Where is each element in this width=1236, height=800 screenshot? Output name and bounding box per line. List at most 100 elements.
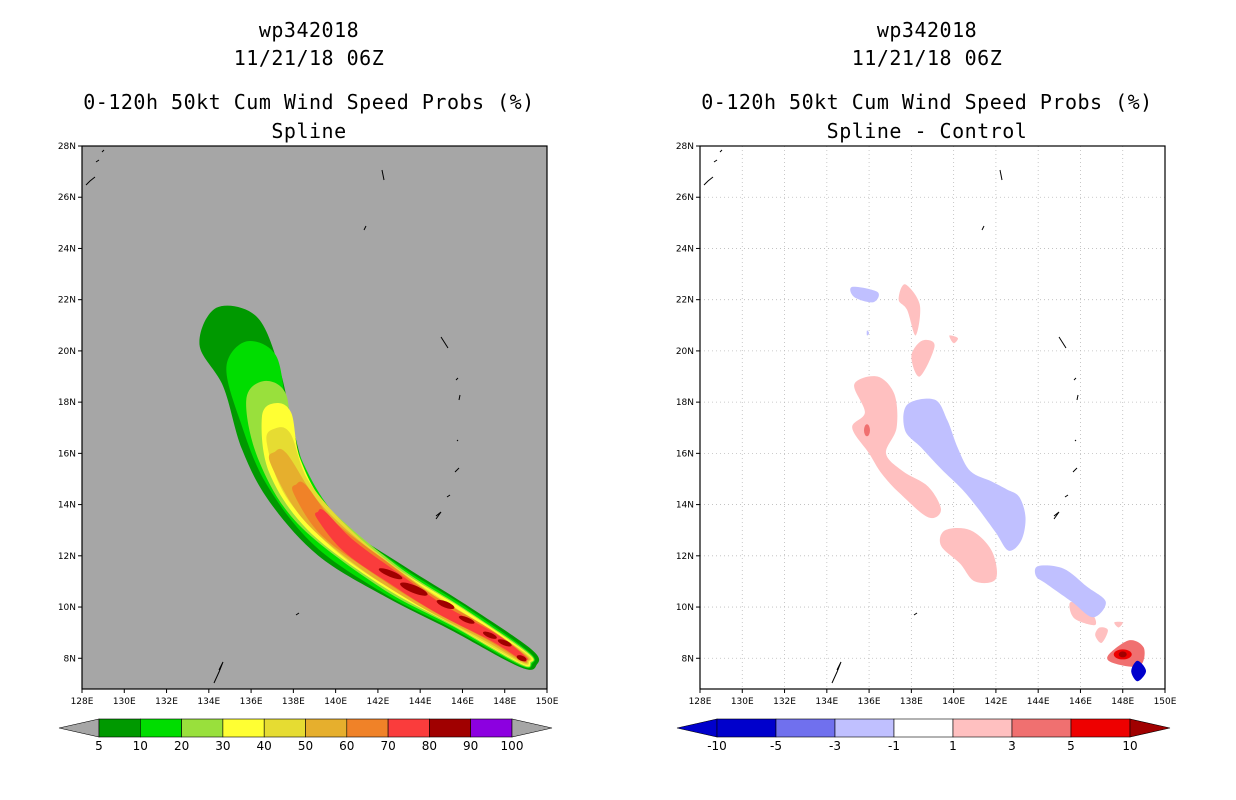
island-outline [101,149,105,153]
right-peak-marker [863,424,870,437]
right-x-tick-label: 146E [1069,697,1092,707]
left-contour-80-blob [436,599,455,610]
left-map-background [82,146,547,689]
left-contour-80-blob [483,631,497,639]
left-title-product: 0-120h 50kt Cum Wind Speed Probs (%) [83,90,535,114]
left-colorbar-swatch [263,718,306,738]
left-x-tick-label: 132E [155,697,178,707]
right-negative-region [866,330,870,336]
right-y-tick-label: 10N [676,603,694,613]
left-colorbar-label: 40 [257,739,272,753]
left-colorbar-swatch [98,718,141,738]
right-title-storm: wp342018 [876,18,978,42]
left-colorbar-label: 10 [133,739,148,753]
right-negative-region [850,286,879,303]
right-colorbar-end-low [676,718,718,738]
right-y-tick-label: 28N [676,142,694,152]
right-x-tick-label: 134E [815,697,838,707]
left-x-tick-label: 134E [197,697,220,707]
left-y-tick-label: 8N [64,654,76,664]
island-outline [440,336,449,349]
left-colorbar-label: 90 [463,739,478,753]
right-positive-region [1114,621,1123,628]
left-colorbar-swatch [222,718,265,738]
right-positive-region [1095,627,1108,643]
left-colorbar-swatch [181,718,224,738]
left-colorbar-swatch [346,718,389,738]
island-outline [999,169,1003,181]
right-negative-region [1034,565,1106,618]
island-outline [1058,336,1067,349]
left-colorbar-label: 20 [174,739,189,753]
right-x-tick-label: 132E [773,697,796,707]
left-x-tick-label: 130E [113,697,136,707]
right-colorbar-label: 10 [1122,739,1137,753]
left-y-tick-label: 12N [58,552,76,562]
left-islands [85,149,461,684]
right-colorbar-label: 5 [1067,739,1075,753]
left-colorbar-swatch [387,718,430,738]
island-outline [456,439,459,442]
island-outline [446,494,451,498]
left-title-date: 11/21/18 06Z [233,46,385,70]
left-contour-60 [292,481,529,663]
left-y-tick-label: 28N [58,142,76,152]
right-x-tick-label: 130E [731,697,754,707]
right-panel: wp342018 11/21/18 06Z 0-120h 50kt Cum Wi… [618,0,1236,800]
left-colorbar-swatch [305,718,348,738]
island-outline [455,377,459,381]
left-x-tick-label: 146E [451,697,474,707]
right-x-tick-label: 142E [984,697,1007,707]
right-difference-map: 128E 130E 132E 134E 136E 138E 140E 142E 144E 146E… [676,142,1177,753]
left-colorbar-swatch [140,718,182,738]
right-title-method: Spline - Control [826,119,1028,143]
island-outline [458,394,461,401]
left-x-tick-label: 136E [240,697,263,707]
right-x-tick-label: 150E [1154,697,1177,707]
left-x-tick-label: 128E [71,697,94,707]
left-contour-80-blob [378,568,403,580]
right-colorbar-label: -10 [707,739,727,753]
island-outline [213,661,224,684]
right-colorbar-swatch [1011,718,1072,738]
right-y-tick-label: 26N [676,193,694,203]
right-x-tick-label: 136E [858,697,881,707]
island-outline [703,176,714,186]
left-colorbar-label: 30 [215,739,230,753]
right-peak-marker [1118,651,1127,658]
left-title-method: Spline [271,119,347,143]
right-islands [703,149,1079,684]
right-colorbar-label: 3 [1008,739,1016,753]
right-negative-region [1131,660,1146,682]
left-y-tick-label: 22N [58,296,76,306]
island-outline [713,159,718,163]
island-outline [831,661,842,684]
island-outline [1064,494,1069,498]
right-colorbar-label: 1 [949,739,957,753]
island-outline [295,612,300,616]
island-outline [1072,467,1078,473]
left-colorbar-label: 60 [339,739,354,753]
island-outline [1073,377,1077,381]
left-colorbar-label: 100 [501,739,524,753]
right-y-tick-label: 24N [676,244,694,254]
right-contours [850,284,1146,682]
left-y-tick-label: 26N [58,193,76,203]
left-y-tick-label: 14N [58,501,76,511]
right-colorbar-swatch [952,718,1013,738]
right-colorbar-swatch [716,718,777,738]
left-colorbar-label: 70 [380,739,395,753]
left-x-tick-label: 148E [493,697,516,707]
left-x-tick-label: 150E [536,697,559,707]
right-colorbar-swatch [775,718,836,738]
right-positive-region [911,339,935,377]
right-y-tick-label: 14N [676,501,694,511]
left-probability-map: 128E 130E 132E 134E 136E 138E 140E 142E 144E 146E… [58,142,559,753]
right-x-tick-label: 148E [1111,697,1134,707]
right-x-tick-label: 138E [900,697,923,707]
left-contour-70 [315,509,528,662]
island-outline [363,225,367,231]
left-colorbar-end-low [58,718,100,738]
right-positive-region [949,335,958,344]
left-plot-frame [81,145,548,690]
